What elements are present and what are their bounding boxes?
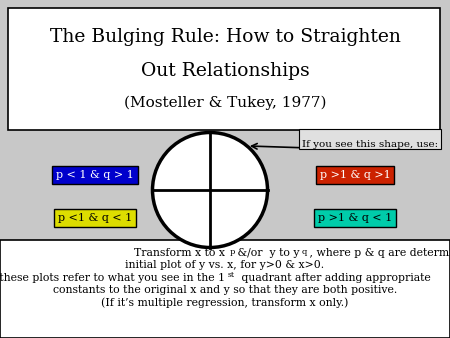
Text: That is, these plots refer to what you see in the 1: That is, these plots refer to what you s…: [0, 273, 225, 283]
Text: initial plot of y vs. x, for y>0 & x>0.: initial plot of y vs. x, for y>0 & x>0.: [126, 260, 324, 270]
Text: p >1 & q < 1: p >1 & q < 1: [318, 213, 392, 223]
FancyBboxPatch shape: [8, 8, 440, 130]
Text: p < 1 & q > 1: p < 1 & q > 1: [56, 170, 134, 180]
Text: quadrant after adding appropriate: quadrant after adding appropriate: [238, 273, 431, 283]
Text: If you see this shape, use:: If you see this shape, use:: [302, 140, 438, 149]
Text: (Mosteller & Tukey, 1977): (Mosteller & Tukey, 1977): [124, 96, 326, 111]
Ellipse shape: [153, 132, 267, 247]
Text: q: q: [302, 248, 307, 256]
Text: constants to the original x and y so that they are both positive.: constants to the original x and y so tha…: [53, 285, 397, 295]
Text: (If it’s multiple regression, transform x only.): (If it’s multiple regression, transform …: [101, 297, 349, 308]
Text: , where p & q are determined by the shape you see in the: , where p & q are determined by the shap…: [306, 248, 450, 258]
FancyBboxPatch shape: [0, 240, 450, 338]
Text: p >1 & q >1: p >1 & q >1: [320, 170, 391, 180]
Text: Transform x to x: Transform x to x: [134, 248, 225, 258]
Text: The Bulging Rule: How to Straighten: The Bulging Rule: How to Straighten: [50, 28, 400, 46]
Text: Out Relationships: Out Relationships: [140, 62, 310, 80]
Text: p <1 & q < 1: p <1 & q < 1: [58, 213, 132, 223]
Text: st: st: [228, 271, 235, 279]
FancyBboxPatch shape: [299, 129, 441, 149]
Text: &/or  y to y: &/or y to y: [234, 248, 300, 258]
Text: p: p: [230, 248, 235, 256]
